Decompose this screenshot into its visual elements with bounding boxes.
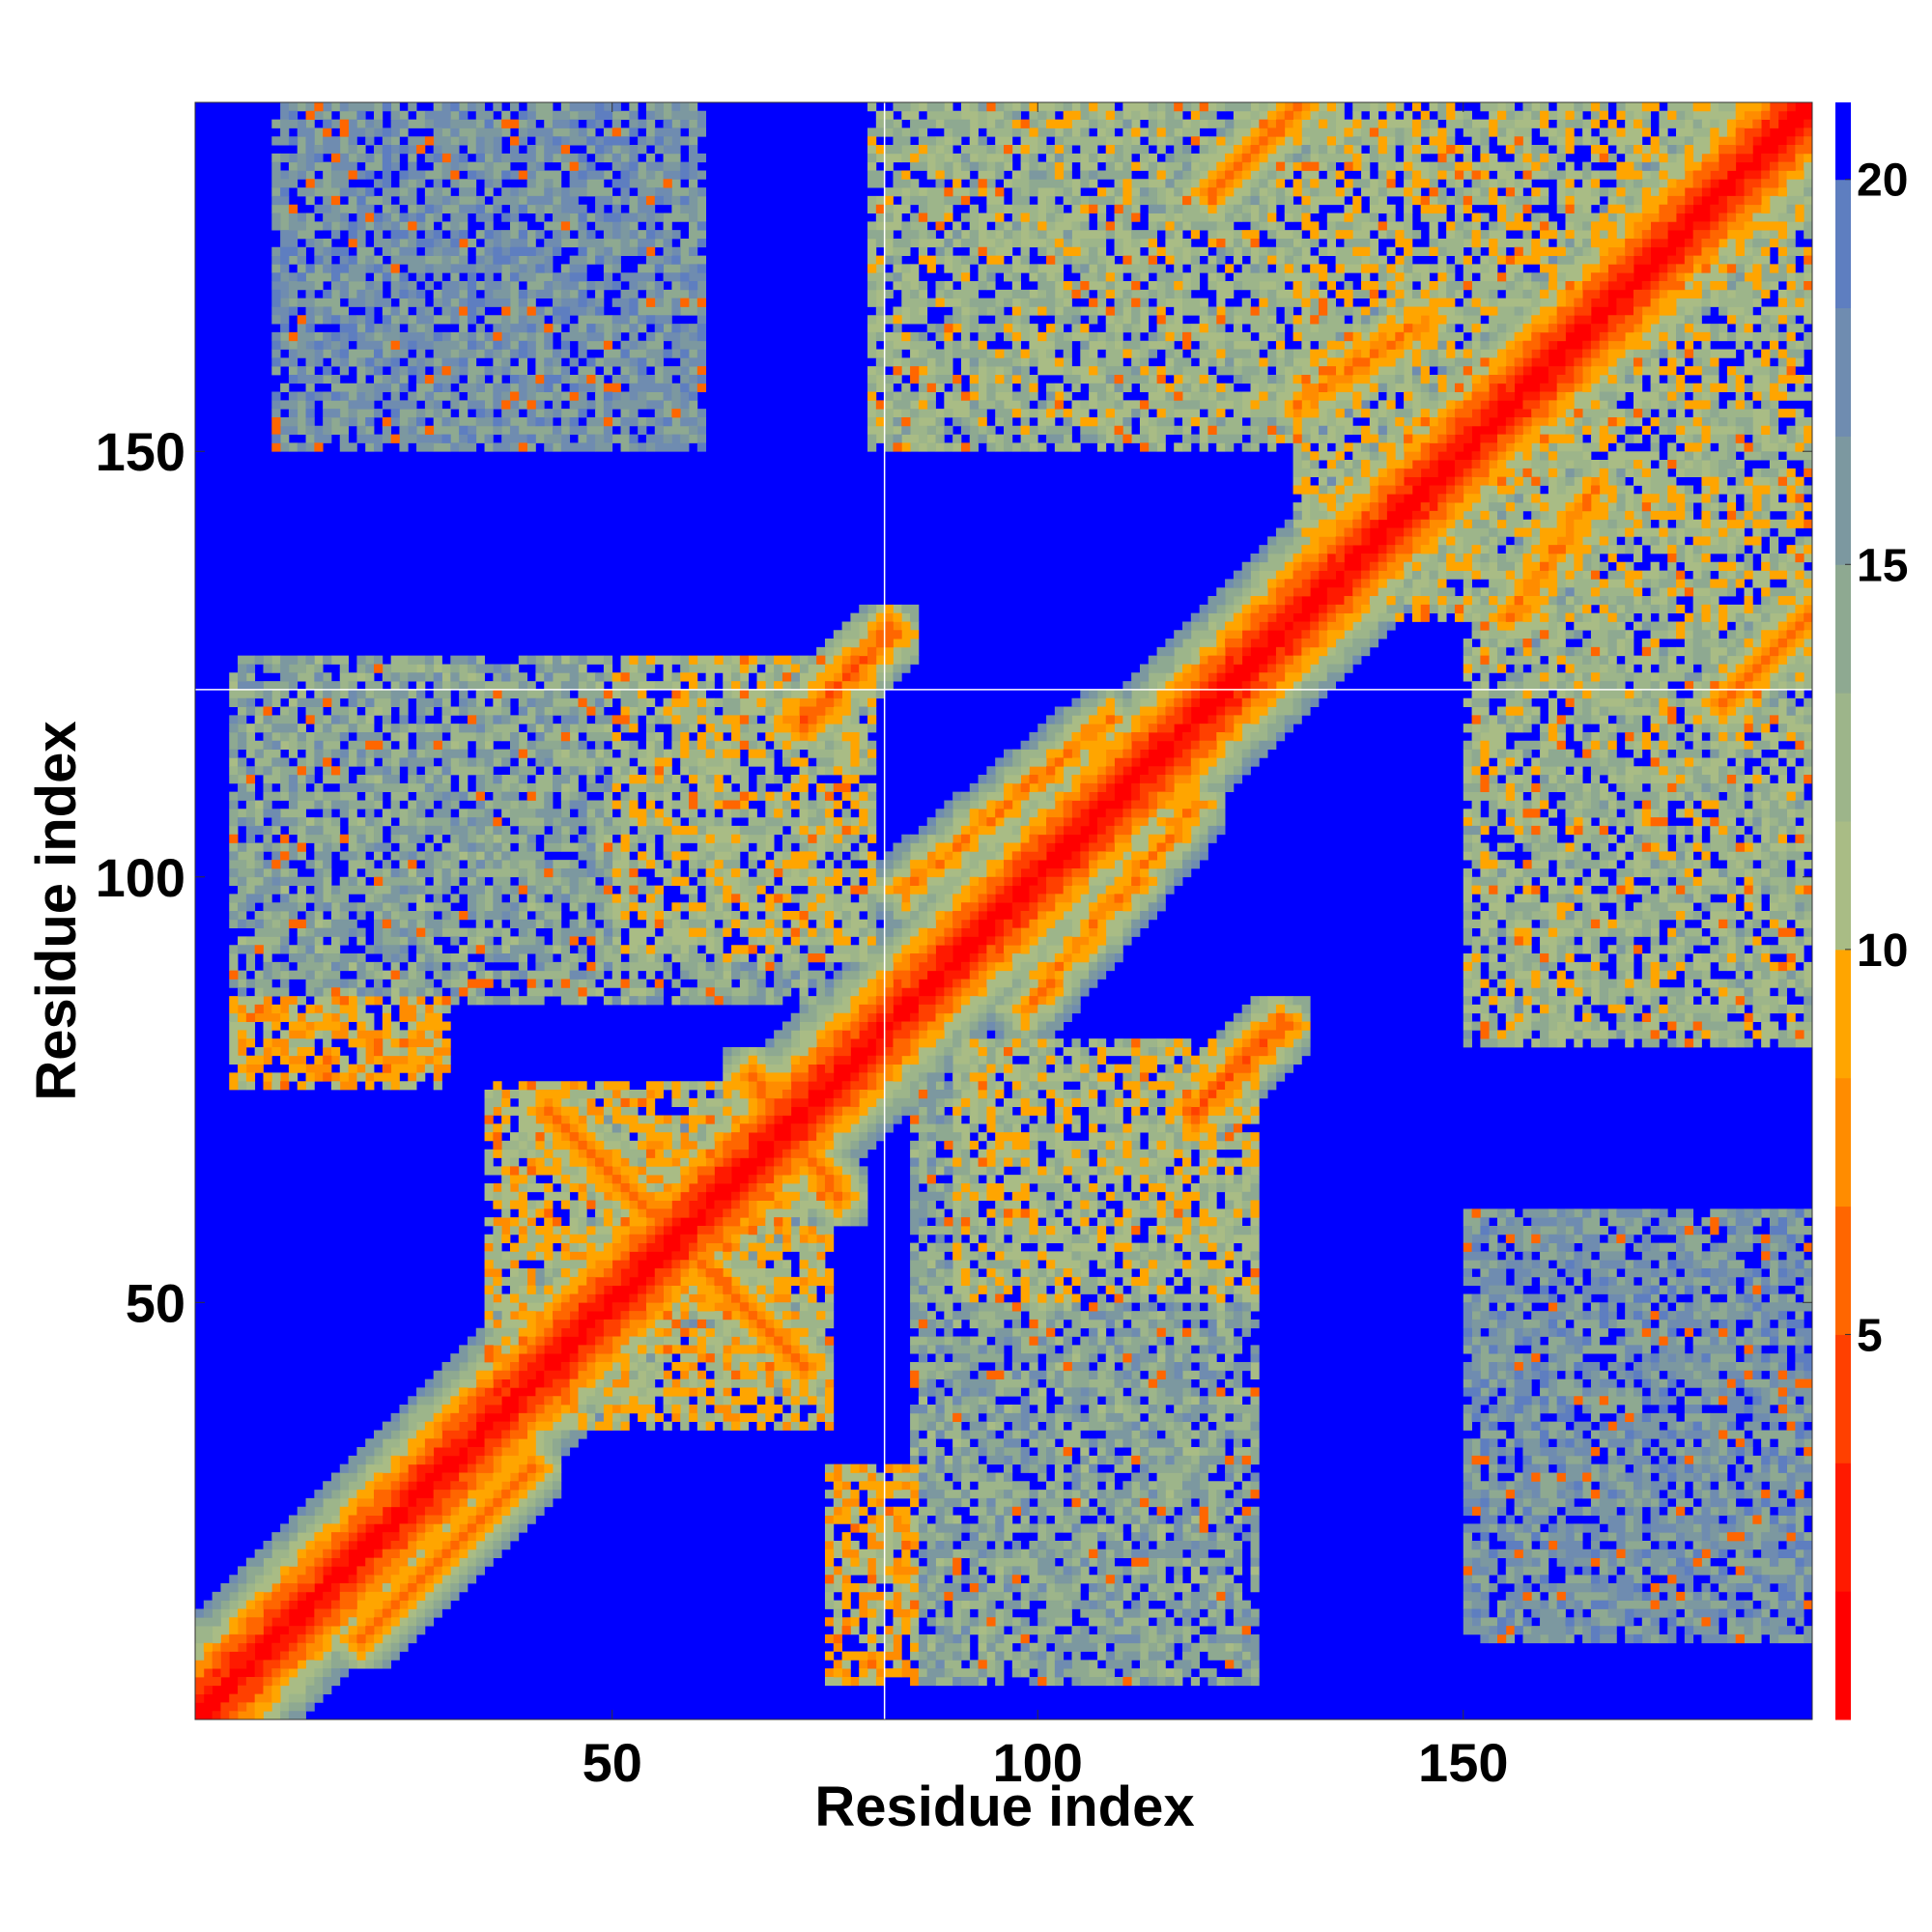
x-tick-label: 50 [582,1732,642,1793]
plot-frame [194,101,1813,1720]
y-axis-title: Residue index [25,721,88,1100]
colorbar-tick-label: 20 [1857,156,1908,207]
heatmap-cell-group [195,102,1813,1720]
colorbar-tick-label: 10 [1857,925,1908,977]
colorbar [1835,102,1851,1720]
colorbar-band [1835,179,1851,309]
heatmap-cell-group [195,102,1813,1712]
y-tick-label: 50 [126,1272,185,1333]
colorbar-band [1835,307,1851,437]
x-tick-label: 100 [993,1732,1083,1793]
colorbar-band [1835,436,1851,565]
guide-lines [195,102,1812,1719]
heatmap-cell-group [195,102,1813,1720]
colorbar-band [1835,1334,1851,1463]
colorbar-band [1835,1463,1851,1592]
colorbar-band [1835,693,1851,822]
colorbar-band [1835,1591,1851,1720]
colorbar-band [1835,949,1851,1079]
colorbar-ticks: 5 10 15 20 [1845,156,1908,1361]
y-axis-ticks: 50 100 150 [96,421,1812,1333]
colorbar-band [1835,1206,1851,1335]
colorbar-tick-label: 5 [1857,1310,1883,1361]
heatmap-cells [195,102,1813,1720]
x-tick-label: 150 [1418,1732,1508,1793]
colorbar-band [1835,564,1851,694]
colorbar-band [1835,102,1851,181]
colorbar-tick-label: 15 [1857,540,1908,591]
colorbar-band [1835,1077,1851,1208]
colorbar-band [1835,821,1851,951]
y-tick-label: 100 [96,847,185,908]
heatmap-cell-group [203,102,1813,1720]
x-axis-ticks: 50 100 150 [582,102,1508,1793]
y-tick-label: 150 [96,421,185,482]
x-axis-title: Residue index [814,1776,1194,1838]
